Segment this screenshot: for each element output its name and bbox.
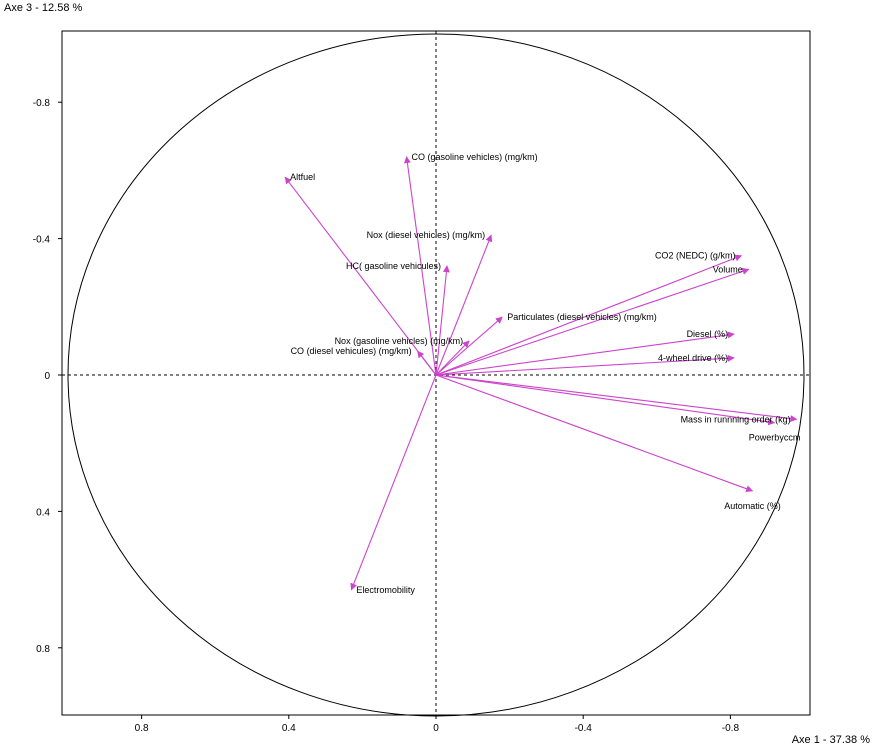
x-tick-label: -0.4 [575, 723, 593, 734]
variable-arrow [435, 316, 503, 376]
y-tick-label: -0.4 [33, 235, 51, 246]
variable-arrow [350, 374, 437, 591]
variable-label: Mass in runnning order (kg) [681, 414, 791, 424]
variable-label: CO (diesel vehicules) (mg/km) [291, 346, 412, 356]
y-tick-label: 0.4 [36, 507, 50, 518]
x-tick-label: 0.4 [282, 723, 296, 734]
variable-label: CO (gasoline vehicles) (mg/km) [412, 152, 538, 162]
y-tick-label: 0.8 [36, 644, 50, 655]
variable-arrow [284, 176, 437, 376]
variable-arrow [403, 156, 437, 376]
variable-arrow [435, 331, 735, 376]
variable-label: Volume [713, 264, 743, 274]
y-axis-title: Axe 3 - 12.58 % [4, 2, 83, 14]
x-axis-title: Axe 1 - 37.38 % [791, 734, 870, 746]
x-tick-label: 0 [433, 723, 439, 734]
variable-arrow [435, 254, 743, 376]
variable-label: Altfuel [290, 172, 315, 182]
variable-label: Nox (diesel vehicles) (mg/km) [367, 230, 486, 240]
variable-arrow [435, 340, 470, 376]
variable-label: Powerbyccm [749, 433, 801, 443]
variable-arrow [435, 374, 754, 493]
variable-arrow [435, 374, 776, 426]
variable-arrow [435, 374, 798, 423]
variable-arrow [435, 267, 750, 376]
y-tick-label: 0 [44, 371, 50, 382]
variable-label: CO2 (NEDC) (g/km) [655, 251, 736, 261]
variable-label: Nox (gasoline vehicles) (mg/km) [335, 336, 464, 346]
variable-label: Diesel (%) [687, 329, 729, 339]
variable-arrow [417, 350, 437, 376]
variable-label: Automatic (%) [724, 501, 781, 511]
variable-arrow [435, 234, 493, 376]
y-tick-label: -0.8 [33, 98, 51, 109]
variable-arrow [435, 354, 735, 376]
x-tick-label: -0.8 [722, 723, 740, 734]
variable-label: Electromobility [356, 585, 415, 595]
variable-arrow [435, 265, 450, 376]
variable-label: HC( gasoline vehicules) [346, 261, 441, 271]
variable-label: Particulates (diesel vehicles) (mg/km) [507, 312, 657, 322]
variable-label: 4-wheel drive (%) [658, 353, 728, 363]
x-tick-label: 0.8 [135, 723, 149, 734]
